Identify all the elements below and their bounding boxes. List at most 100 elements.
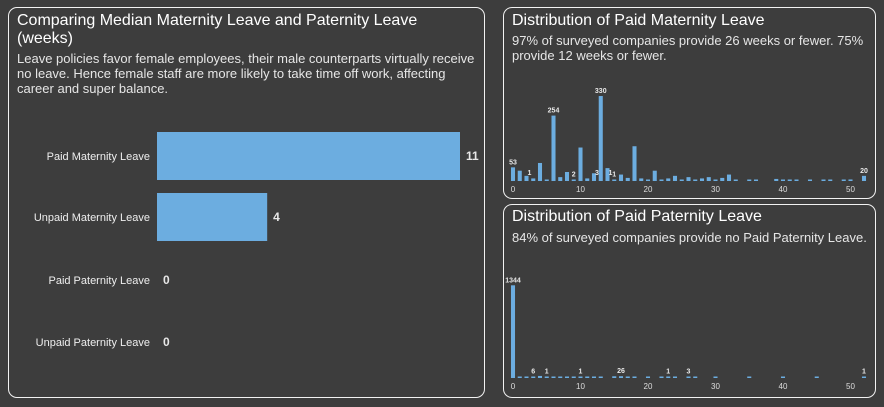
histogram-bar bbox=[605, 168, 610, 181]
histogram-bar bbox=[733, 179, 738, 181]
histogram-bar bbox=[787, 179, 792, 181]
bar-data-label: 1 bbox=[609, 170, 613, 177]
bar-data-label: 1 bbox=[545, 369, 549, 376]
x-tick-label: 10 bbox=[576, 382, 585, 391]
histogram-bar bbox=[551, 115, 556, 181]
histogram-bar bbox=[659, 179, 664, 181]
histogram-bar bbox=[571, 376, 576, 378]
histogram-bar bbox=[510, 167, 516, 181]
histogram-bar bbox=[531, 376, 536, 378]
paternity-distribution-title: Distribution of Paid Paternity Leave bbox=[512, 208, 762, 225]
histogram-bar bbox=[821, 179, 826, 181]
histogram-bar bbox=[645, 179, 651, 181]
bar-data-label: 53 bbox=[509, 159, 517, 166]
histogram-bar bbox=[564, 376, 570, 378]
histogram-bar bbox=[632, 376, 637, 378]
x-tick-label: 40 bbox=[779, 185, 788, 194]
histogram-bar bbox=[841, 179, 846, 181]
x-tick-label: 50 bbox=[846, 185, 855, 194]
histogram-bar bbox=[618, 376, 624, 378]
bar-data-label: 2 bbox=[572, 172, 576, 179]
histogram-bar bbox=[693, 179, 698, 181]
histogram-bar bbox=[713, 376, 718, 378]
histogram-bar bbox=[517, 170, 522, 181]
histogram-bar bbox=[618, 174, 624, 181]
histogram-bar bbox=[780, 376, 786, 378]
bar-data-label: 1 bbox=[528, 170, 532, 177]
x-tick-label: 20 bbox=[644, 382, 653, 391]
histogram-bar bbox=[598, 96, 603, 181]
x-tick-label: 50 bbox=[846, 382, 855, 391]
bar-data-label: 1 bbox=[862, 369, 866, 376]
histogram-bar bbox=[517, 376, 522, 378]
histogram-bar bbox=[632, 146, 637, 181]
value-label: 4 bbox=[273, 210, 280, 224]
histogram-bar bbox=[564, 171, 570, 181]
histogram-bar bbox=[699, 178, 705, 181]
value-label: 11 bbox=[466, 149, 479, 163]
histogram-bar bbox=[524, 175, 529, 181]
histogram-bar bbox=[537, 375, 543, 378]
histogram-bar bbox=[666, 178, 671, 181]
histogram-bar bbox=[753, 179, 759, 181]
histogram-bar bbox=[807, 179, 813, 181]
histogram-bar bbox=[598, 376, 603, 378]
histogram-bar bbox=[571, 179, 576, 181]
bar-data-label: 6 bbox=[531, 369, 535, 376]
bar-data-label: 330 bbox=[595, 88, 607, 95]
value-label: 0 bbox=[163, 335, 170, 349]
histogram-bar bbox=[848, 179, 853, 181]
histogram-bar bbox=[726, 174, 732, 181]
median-leave-subtitle: Leave policies favor female employees, t… bbox=[17, 51, 475, 96]
median-leave-chart: Paid Maternity Leave 11 Unpaid Maternity L… bbox=[34, 132, 479, 349]
histogram-bar bbox=[693, 376, 698, 378]
histogram-bar bbox=[558, 177, 563, 181]
paternity-distribution-panel: Distribution of Paid Paternity Leave 84%… bbox=[503, 204, 876, 398]
bar-data-label: 3 bbox=[595, 170, 599, 177]
histogram-bar bbox=[861, 376, 867, 378]
histogram-bar bbox=[625, 376, 630, 378]
x-tick-label: 30 bbox=[711, 382, 720, 391]
histogram-bar bbox=[686, 376, 691, 378]
histogram-bar bbox=[794, 179, 799, 181]
histogram-bar bbox=[659, 376, 664, 378]
median-bar bbox=[157, 193, 268, 241]
histogram-bar bbox=[747, 179, 752, 181]
maternity-distribution-panel: Distribution of Paid Maternity Leave 97%… bbox=[503, 7, 876, 199]
histogram-bar bbox=[713, 179, 718, 181]
histogram-bar bbox=[672, 376, 678, 378]
histogram-bar bbox=[524, 376, 529, 378]
histogram-bar bbox=[645, 376, 651, 378]
x-tick-label: 30 bbox=[711, 185, 720, 194]
x-tick-label: 0 bbox=[511, 382, 516, 391]
category-label: Paid Maternity Leave bbox=[47, 151, 150, 163]
x-tick-label: 0 bbox=[511, 185, 516, 194]
bar-data-label: 1344 bbox=[505, 277, 521, 284]
bar-data-label: 26 bbox=[617, 368, 625, 375]
bar-data-label: 1 bbox=[666, 369, 670, 376]
x-tick-label: 20 bbox=[644, 185, 653, 194]
histogram-bar bbox=[686, 177, 691, 181]
category-label: Paid Paternity Leave bbox=[48, 275, 150, 287]
bar-data-label: 3 bbox=[687, 369, 691, 376]
paternity-distribution-subtitle: 84% of surveyed companies provide no Pai… bbox=[512, 230, 867, 245]
histogram-bar bbox=[814, 376, 819, 378]
category-label: Unpaid Maternity Leave bbox=[34, 212, 150, 224]
histogram-bar bbox=[780, 179, 786, 181]
histogram-bar bbox=[558, 376, 563, 378]
histogram-bar bbox=[585, 376, 590, 378]
value-label: 0 bbox=[163, 273, 170, 287]
histogram-bar bbox=[639, 178, 644, 181]
bar-data-label: 254 bbox=[548, 108, 560, 115]
x-tick-label: 10 bbox=[576, 185, 585, 194]
histogram-bar bbox=[612, 376, 617, 378]
histogram-bar bbox=[544, 376, 549, 378]
histogram-bar bbox=[612, 179, 617, 181]
histogram-bar bbox=[591, 173, 597, 181]
histogram-bar bbox=[666, 376, 671, 378]
histogram-bar bbox=[679, 179, 684, 181]
histogram-bar bbox=[774, 178, 779, 181]
maternity-distribution-title: Distribution of Paid Maternity Leave bbox=[512, 12, 765, 29]
